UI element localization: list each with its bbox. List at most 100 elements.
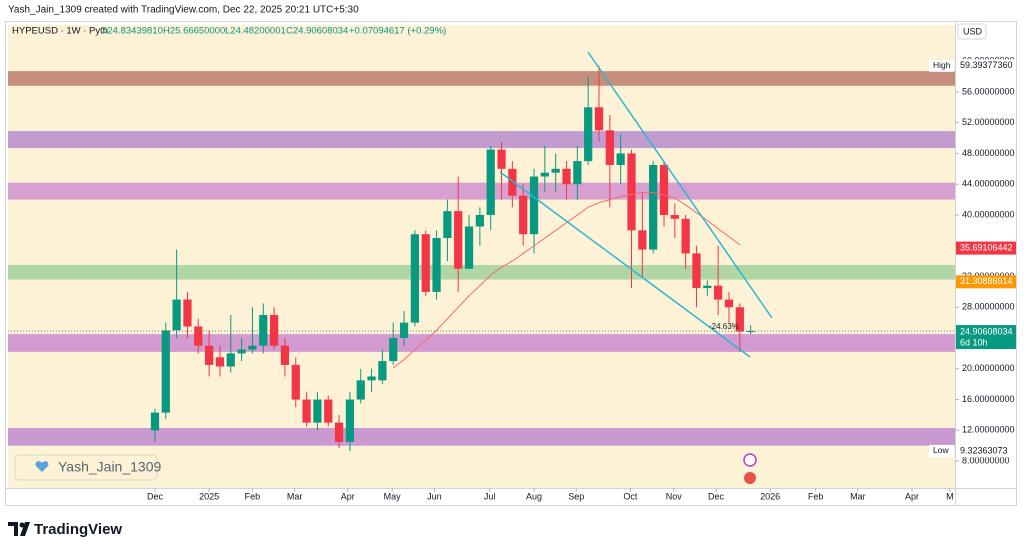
candle-body [670, 214, 679, 219]
candle-body [594, 107, 604, 131]
x-tick-label: Nov [666, 491, 683, 501]
candle-body [280, 345, 290, 365]
candle-body [551, 168, 560, 173]
x-tick-label: M [946, 491, 954, 501]
candle-body [497, 149, 506, 169]
open: O24.83439810 [100, 26, 163, 37]
x-tick-label: Mar [850, 491, 866, 501]
candle-body [443, 211, 452, 239]
x-tick-label: May [384, 491, 402, 501]
heart-icon [35, 461, 49, 472]
candle-body [313, 399, 322, 423]
footer-logo: TradingView [8, 521, 122, 538]
x-tick-label: 2025 [199, 491, 219, 501]
candle-body [345, 399, 355, 442]
candle-body [681, 218, 690, 254]
y-tick-label: 56.00000000 [962, 86, 1015, 96]
candle-body [150, 412, 160, 431]
candle-body [237, 349, 246, 354]
candle-body [205, 345, 214, 365]
zone [8, 264, 955, 280]
high: H25.66650000 [163, 26, 225, 37]
symbol: HYPEUSD · 1W · Pyth [12, 26, 108, 37]
event-icon[interactable] [743, 453, 757, 467]
candle-body [302, 399, 311, 423]
trend-line [499, 171, 751, 358]
watermark-text: Yash_Jain_1309 [58, 459, 161, 475]
last-price-label: 24.90608034 [960, 326, 1013, 336]
candle-body [432, 238, 441, 292]
candle-body [334, 422, 344, 442]
x-tick-label: 2026 [760, 491, 780, 501]
logo-icon [8, 522, 30, 536]
candle-body [454, 211, 463, 269]
candle-body [746, 331, 755, 333]
extreme-tag [956, 59, 1016, 73]
extreme-tag [956, 444, 1016, 458]
currency: USD [963, 26, 983, 36]
candle-body [475, 214, 484, 227]
low: L24.48200001 [225, 26, 286, 37]
zone [8, 131, 955, 149]
candle-body [356, 380, 365, 400]
y-tick-label: 28.00000000 [962, 302, 1015, 312]
candle-body [692, 253, 701, 289]
candle-body [638, 230, 647, 250]
candle-body [616, 153, 625, 165]
event-icon[interactable] [744, 472, 756, 484]
y-tick-label: 16.00000000 [962, 394, 1015, 404]
x-tick-label: Feb [245, 491, 261, 501]
candle-body [529, 176, 539, 235]
close: C24.90608034 [286, 26, 348, 37]
candle-body [324, 399, 333, 423]
candle-body [659, 164, 669, 215]
candle-body [389, 338, 398, 362]
price-tag [956, 275, 1016, 289]
candle-body [464, 226, 474, 269]
x-tick-label: Dec [147, 491, 164, 501]
candle-body [259, 314, 268, 346]
y-tick-label: 8.00000000 [962, 455, 1010, 465]
extreme-name-box [929, 59, 954, 72]
y-tick-label: 20.00000000 [962, 363, 1015, 373]
candle-body [562, 168, 571, 185]
logo-icon [19, 522, 25, 528]
y-tick-label: 40.00000000 [962, 209, 1015, 219]
x-tick-label: Oct [623, 491, 638, 501]
candle-body [573, 161, 582, 185]
candle-body [540, 172, 549, 177]
x-tick-label: Mar [287, 491, 303, 501]
currency-box[interactable] [957, 23, 987, 40]
candle-body [627, 153, 636, 231]
candle-body [735, 307, 744, 332]
x-tick-label: Jun [427, 491, 442, 501]
plot-background [8, 25, 955, 488]
price-tag-label: 35.69106442 [960, 242, 1013, 252]
candle-body [421, 234, 430, 292]
last-price-tag [956, 325, 1016, 350]
candle-body [399, 322, 409, 339]
moving-average [392, 192, 741, 369]
y-tick-label: 12.00000000 [962, 425, 1015, 435]
extreme-tag-label: 59.39377360 [960, 60, 1013, 70]
y-tick-label: 52.00000000 [962, 117, 1015, 127]
x-tick-label: Apr [905, 491, 919, 501]
zone [8, 428, 955, 446]
candle-body [378, 361, 387, 381]
plot [8, 65, 955, 451]
x-tick-label: Apr [341, 491, 355, 501]
y-tick-label: 44.00000000 [962, 179, 1015, 189]
zone [8, 182, 955, 200]
candle-body [724, 299, 734, 308]
candle-body [714, 285, 723, 300]
event-icons [743, 453, 757, 484]
x-tick-label: Aug [526, 491, 542, 501]
candle-body [367, 376, 376, 381]
trend-line [587, 51, 773, 319]
watermark-box [14, 454, 158, 481]
candle-body [161, 330, 170, 413]
footer-brand: TradingView [34, 521, 122, 538]
candle-body [183, 299, 192, 327]
candle-body [248, 345, 257, 350]
